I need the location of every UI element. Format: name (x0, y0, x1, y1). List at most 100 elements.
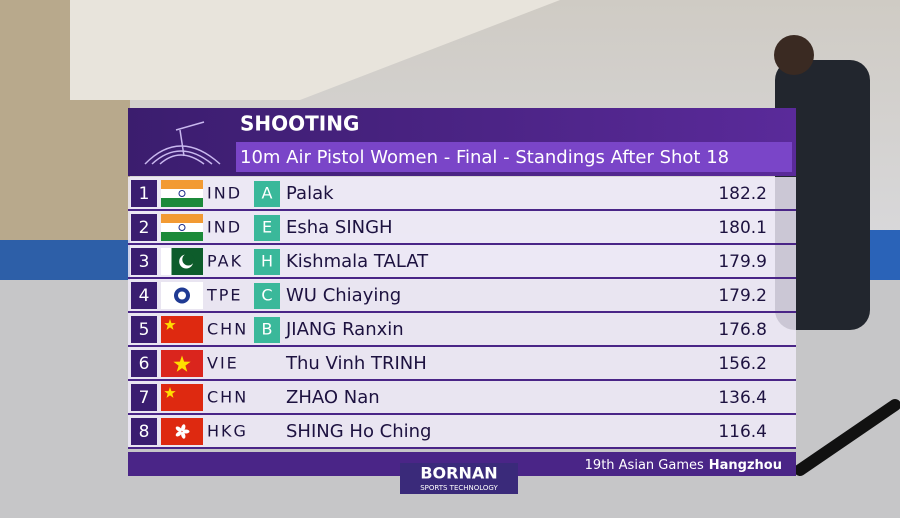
flag-petal (175, 431, 182, 437)
games-logo (144, 121, 221, 165)
flag-petal (182, 429, 190, 434)
row-background (128, 313, 796, 347)
flag-field (161, 418, 203, 445)
lane-letter: B (262, 320, 273, 339)
sport-title: SHOOTING (240, 112, 359, 136)
country-code: HKG (207, 422, 248, 441)
rank-box (131, 248, 157, 275)
rank: 5 (139, 320, 150, 340)
athlete-name: JIANG Ranxin (285, 319, 404, 340)
person-head (774, 35, 814, 75)
lane-letter: H (261, 252, 273, 271)
row-background (128, 347, 796, 381)
score: 179.2 (718, 286, 767, 306)
country-code: TPE (206, 286, 243, 305)
standings-table: 1 IND A Palak 182.2 2 IND E Esha SINGH 180.1 3 PAK H… (128, 177, 796, 449)
row-background (128, 415, 796, 449)
person (775, 60, 870, 330)
rank: 3 (139, 252, 150, 272)
rank-box (131, 282, 157, 309)
flag-star (164, 319, 176, 330)
rank: 2 (139, 218, 150, 238)
row-background (128, 211, 796, 245)
country-code: IND (207, 218, 242, 237)
score: 180.1 (718, 218, 767, 238)
athlete-name: WU Chiaying (286, 285, 401, 306)
athlete-name: SHING Ho Ching (286, 421, 432, 442)
row-background (128, 279, 796, 313)
flag (161, 214, 203, 241)
lane-letter: A (262, 184, 273, 203)
country-code: IND (207, 184, 242, 203)
standing-row: 3 PAK H Kishmala TALAT 179.9 (128, 245, 796, 279)
lane-box (254, 249, 280, 275)
flag (161, 350, 203, 377)
flag (161, 418, 203, 445)
athlete-name: Thu Vinh TRINH (285, 353, 427, 374)
rank: 7 (139, 388, 150, 408)
standing-row: 5 CHN B JIANG Ranxin 176.8 (128, 313, 796, 347)
rank: 6 (139, 354, 150, 374)
athlete-name: Esha SINGH (286, 217, 393, 238)
rank-box (131, 214, 157, 241)
score: 182.2 (718, 184, 767, 204)
standing-row: 7 CHN ZHAO Nan 136.4 (128, 381, 796, 415)
score: 176.8 (718, 320, 767, 340)
standing-row: 4 TPE C WU Chiaying 179.2 (128, 279, 796, 313)
standing-row: 6 VIE Thu Vinh TRINH 156.2 (128, 347, 796, 381)
flag-star (173, 355, 191, 372)
rank: 8 (139, 422, 150, 442)
lane-box (254, 181, 280, 207)
standing-row: 1 IND A Palak 182.2 (128, 177, 796, 211)
flag-star (164, 387, 176, 398)
flag-emblem (178, 291, 186, 300)
lane-box (254, 215, 280, 241)
lane-letter: E (262, 218, 272, 237)
flag (161, 282, 203, 309)
flag-stripe (161, 180, 203, 189)
city: Hangzhou (709, 458, 782, 473)
score: 179.9 (718, 252, 767, 272)
flag-field (161, 316, 203, 343)
games-name: 19th Asian Games (585, 458, 704, 473)
standing-row: 8 HKG SHING Ho Ching 116.4 (128, 415, 796, 449)
ceiling (70, 0, 560, 100)
flag-stripe (161, 232, 203, 241)
flag-petal (181, 424, 186, 432)
score: 136.4 (718, 388, 767, 408)
score: 116.4 (718, 422, 767, 442)
footer-text: 19th Asian Games Hangzhou (585, 458, 782, 473)
flag-petal (181, 431, 186, 439)
standing-row: 2 IND E Esha SINGH 180.1 (128, 211, 796, 245)
rank-box (131, 316, 157, 343)
country-code: PAK (207, 252, 243, 271)
subtitle-band (236, 142, 792, 172)
flag-stripe (161, 223, 203, 232)
sponsor-logo (400, 463, 518, 494)
rank: 1 (139, 184, 150, 204)
flag (161, 316, 203, 343)
flag-stripe (161, 198, 203, 207)
rank-box (131, 180, 157, 207)
flag-petal (175, 426, 182, 432)
brand: BORNAN (420, 464, 497, 483)
banner (0, 240, 130, 280)
flag-stripe (161, 214, 203, 223)
rank-box (131, 418, 157, 445)
athlete-name: ZHAO Nan (286, 387, 380, 408)
event-subtitle: 10m Air Pistol Women - Final - Standings… (240, 147, 729, 168)
flag (161, 384, 203, 411)
microphone (794, 399, 900, 476)
athlete-name: Palak (286, 183, 334, 204)
country-code: CHN (207, 320, 248, 339)
lane-box (254, 317, 280, 343)
flag (161, 180, 203, 207)
flag-stripe (161, 189, 203, 198)
row-background (128, 177, 796, 211)
country-code: CHN (207, 388, 248, 407)
rank-box (131, 350, 157, 377)
lane-letter: C (261, 286, 272, 305)
athlete-name: Kishmala TALAT (286, 251, 429, 272)
flag-wheel (178, 224, 186, 231)
